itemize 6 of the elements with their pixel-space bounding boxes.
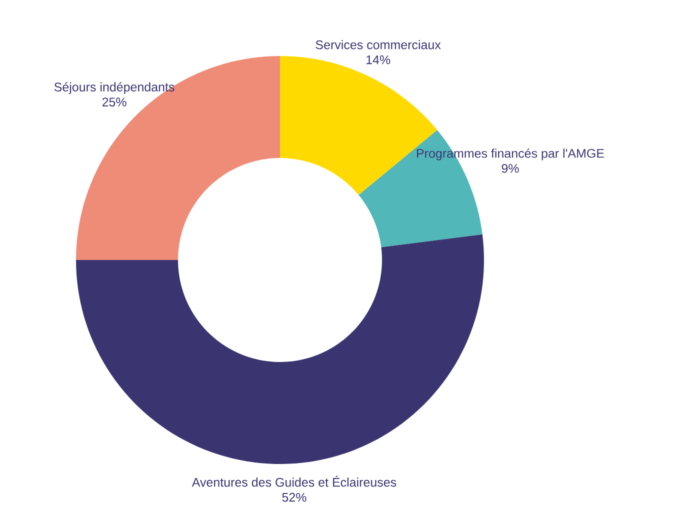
data-label: 52% — [282, 492, 306, 502]
data-label: 14% — [366, 55, 390, 64]
slice-label: Aventures des Guides et Éclaireuses — [192, 476, 396, 487]
slice-label: Services commerciaux — [316, 40, 441, 50]
data-label: 9% — [502, 164, 519, 173]
data-label: 25% — [102, 98, 126, 106]
